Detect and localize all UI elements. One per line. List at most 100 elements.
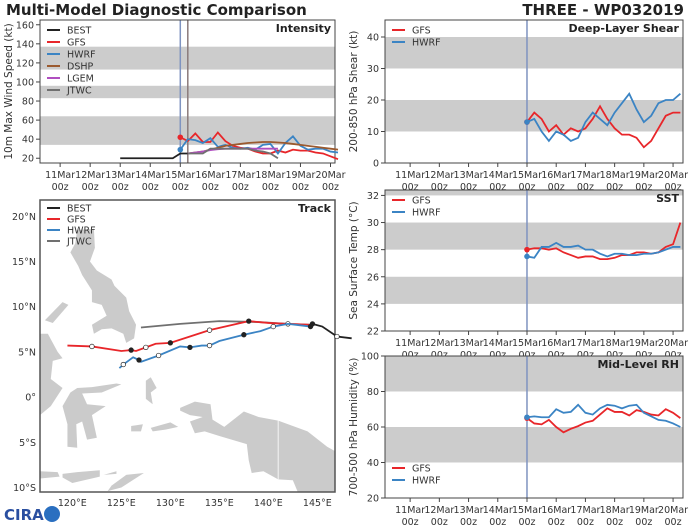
rh-panel: 2040608010011Mar00z12Mar00z13Mar00z14Mar…	[348, 352, 688, 525]
track-position-marker	[89, 343, 95, 350]
x-tick-label-date: 15Mar	[512, 170, 542, 181]
x-tick-label-hour: 00z	[665, 182, 682, 193]
series-line-hwrf	[526, 91, 681, 143]
y-tick-label: 60	[22, 116, 34, 127]
track-position-marker	[206, 342, 213, 349]
landmass	[131, 424, 143, 432]
x-tick-label-date: 13Mar	[454, 505, 484, 516]
plot-frame	[384, 189, 684, 332]
x-tick-label-date: 16Mar	[541, 170, 571, 181]
y-tick-label: 80	[22, 97, 34, 108]
series-line-hwrf	[526, 241, 681, 259]
landmass	[180, 401, 335, 492]
lat-tick-label: 20°N	[12, 212, 36, 223]
logo-text: CIRA	[4, 506, 44, 524]
lat-tick-label: 15°N	[12, 257, 36, 268]
x-tick-label-date: 13Mar	[454, 170, 484, 181]
y-tick-label: 20	[367, 96, 379, 107]
x-tick-label-hour: 00z	[262, 182, 279, 193]
x-tick-label-hour: 00z	[52, 182, 69, 193]
x-tick-label-hour: 00z	[665, 517, 682, 525]
track-position-marker	[270, 323, 276, 330]
y-tick-label: 0	[373, 159, 379, 170]
x-tick-label-date: 12Mar	[424, 170, 454, 181]
y-tick-label: 120	[16, 58, 34, 69]
x-tick-label-hour: 00z	[431, 182, 448, 193]
plot-frame	[384, 19, 684, 164]
series-start-marker	[177, 146, 184, 153]
landmass	[103, 471, 117, 475]
x-tick-label-date: 14Mar	[483, 505, 513, 516]
series-line-gfs	[526, 407, 681, 434]
x-tick-label-date: 17Mar	[570, 170, 600, 181]
x-tick-label-date: 19Mar	[629, 505, 659, 516]
x-tick-label-date: 16Mar	[541, 505, 571, 516]
landmass	[145, 377, 157, 405]
lat-tick-label: 0°	[25, 393, 36, 404]
y-axis-label: 10m Max Wind Speed (kt)	[3, 23, 15, 159]
y-tick-label: 32	[367, 191, 379, 202]
y-tick-label: 100	[16, 77, 34, 88]
lat-tick-label: 5°N	[18, 347, 36, 358]
track-position-marker	[143, 344, 149, 351]
x-tick-label-date: 20Mar	[658, 170, 688, 181]
y-tick-label: 20	[22, 154, 34, 165]
x-tick-label-hour: 00z	[431, 517, 448, 525]
x-tick-label-date: 18Mar	[600, 505, 630, 516]
x-tick-label-date: 19Mar	[285, 170, 315, 181]
y-tick-label: 80	[367, 387, 379, 398]
x-tick-label-hour: 00z	[202, 182, 219, 193]
legend-label: HWRF	[412, 208, 441, 219]
x-tick-label-date: 18Mar	[600, 338, 630, 349]
y-axis-label: Sea Surface Temp (°C)	[348, 201, 360, 319]
legend-label: GFS	[412, 26, 431, 37]
lon-tick-label: 120°E	[58, 498, 87, 509]
storm-id: THREE - WP032019	[522, 1, 684, 19]
map-frame	[39, 199, 336, 493]
landmass	[62, 383, 122, 448]
x-tick-label-date: 13Mar	[105, 170, 135, 181]
x-tick-label-date: 14Mar	[483, 338, 513, 349]
panel-title: Track	[298, 202, 332, 215]
x-tick-label-hour: 00z	[322, 182, 339, 193]
x-tick-label-date: 16Mar	[541, 338, 571, 349]
x-tick-label-hour: 00z	[548, 182, 565, 193]
series-start-marker	[524, 119, 530, 125]
threshold-band	[385, 190, 683, 196]
legend-label: JTWC	[66, 86, 92, 97]
x-tick-label-date: 17Mar	[570, 505, 600, 516]
lon-tick-label: 140°E	[254, 498, 283, 509]
landmass	[150, 422, 179, 432]
lon-tick-label: 145°E	[303, 498, 332, 509]
y-tick-label: 40	[367, 458, 379, 469]
threshold-band	[385, 356, 683, 392]
land	[40, 228, 335, 492]
x-tick-label-date: 17Mar	[570, 338, 600, 349]
series-start-marker	[177, 134, 184, 141]
track-position-marker	[187, 344, 193, 351]
landmass	[40, 333, 63, 416]
x-tick-label-hour: 00z	[402, 517, 419, 525]
series-start-marker	[524, 246, 530, 253]
lon-tick-label: 130°E	[156, 498, 185, 509]
x-tick-label-date: 11Mar	[45, 170, 75, 181]
legend-label: GFS	[412, 196, 431, 207]
y-tick-label: 28	[367, 245, 379, 256]
x-tick-label-hour: 00z	[489, 182, 506, 193]
lat-tick-label: 10°S	[13, 483, 36, 494]
x-tick-label-date: 12Mar	[424, 338, 454, 349]
x-tick-label-hour: 00z	[577, 182, 594, 193]
legend-label: GFS	[412, 464, 431, 475]
legend-label: HWRF	[412, 476, 441, 487]
threshold-band	[385, 37, 683, 69]
track-position-marker	[120, 361, 126, 368]
x-tick-label-date: 20Mar	[315, 170, 345, 181]
y-tick-label: 22	[367, 327, 379, 338]
series-line-hwrf	[526, 403, 681, 428]
panel-title: Deep-Layer Shear	[568, 22, 679, 35]
legend-label: HWRF	[67, 226, 96, 237]
track-line-hwrf	[118, 322, 311, 369]
x-tick-label-date: 15Mar	[512, 505, 542, 516]
